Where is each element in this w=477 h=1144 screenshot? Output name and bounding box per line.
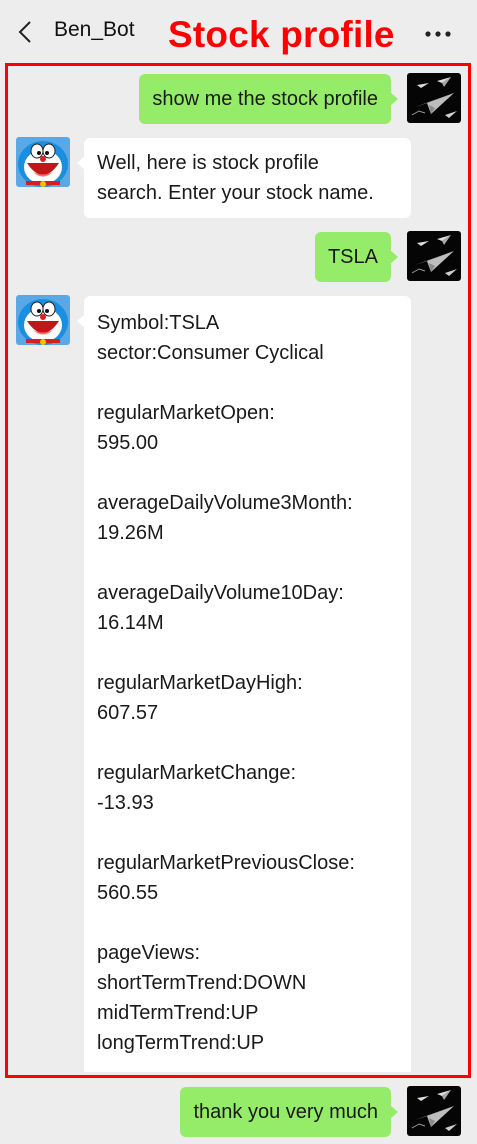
market-change-value: -13.93	[97, 792, 154, 814]
symbol-text: Symbol:TSLA	[97, 312, 220, 334]
doraemon-avatar-icon[interactable]	[16, 295, 70, 345]
annotation-banner: Stock profile	[168, 14, 395, 55]
stock-profile-bubble: Symbol:TSLA sector:Consumer Cyclical reg…	[77, 296, 411, 1072]
short-term-trend: shortTermTrend:DOWN	[97, 972, 307, 994]
message-text: thank you very much	[193, 1101, 378, 1123]
previous-close-value: 560.55	[97, 882, 159, 904]
chevron-left-icon[interactable]	[16, 20, 36, 44]
message-text: TSLA	[327, 246, 378, 268]
user-message-bubble: TSLA	[314, 232, 399, 282]
paper-plane-avatar-icon[interactable]	[407, 73, 461, 123]
market-change-label: regularMarketChange:	[97, 762, 296, 784]
mid-term-trend: midTermTrend:UP	[97, 1002, 259, 1024]
avg-volume-10day-label: averageDailyVolume10Day:	[97, 582, 344, 604]
paper-plane-avatar-icon[interactable]	[407, 231, 461, 281]
day-high-label: regularMarketDayHigh:	[97, 672, 303, 694]
open-label: regularMarketOpen:	[97, 402, 275, 424]
previous-close-label: regularMarketPreviousClose:	[97, 852, 355, 874]
bot-message-bubble: Well, here is stock profile search. Ente…	[77, 138, 411, 218]
chat-header: Ben_Bot Stock profile	[0, 0, 477, 64]
paper-plane-avatar-icon[interactable]	[407, 1086, 461, 1136]
message-text-line: search. Enter your stock name.	[97, 182, 374, 204]
long-term-trend: longTermTrend:UP	[97, 1032, 265, 1054]
user-message-bubble: thank you very much	[180, 1087, 398, 1137]
day-high-value: 607.57	[97, 702, 159, 724]
open-value: 595.00	[97, 432, 159, 454]
sector-text: sector:Consumer Cyclical	[97, 342, 324, 364]
message-text-line: Well, here is stock profile	[97, 152, 319, 174]
avg-volume-3month-label: averageDailyVolume3Month:	[97, 492, 353, 514]
doraemon-avatar-icon[interactable]	[16, 137, 70, 187]
message-text: show me the stock profile	[152, 88, 378, 110]
avg-volume-10day-value: 16.14M	[97, 612, 164, 634]
annotation-frame	[5, 63, 471, 1078]
chat-title: Ben_Bot	[54, 18, 135, 41]
avg-volume-3month-value: 19.26M	[97, 522, 164, 544]
user-message-bubble: show me the stock profile	[139, 74, 398, 124]
ellipsis-icon[interactable]	[424, 30, 452, 38]
page-views-label: pageViews:	[97, 942, 201, 964]
